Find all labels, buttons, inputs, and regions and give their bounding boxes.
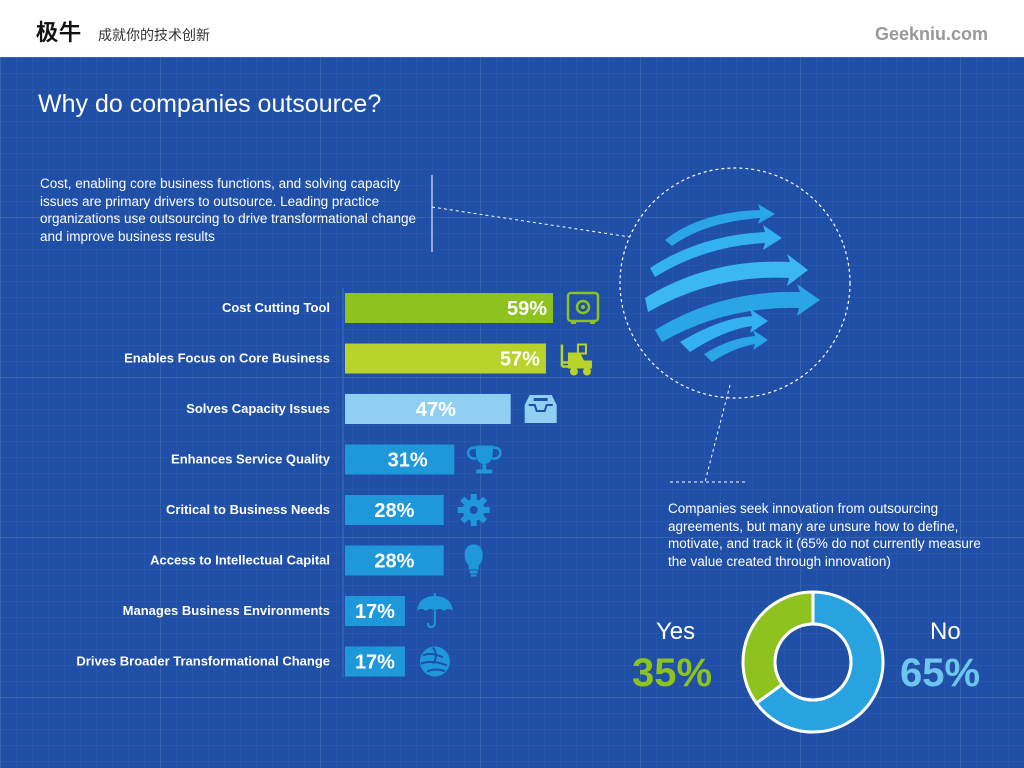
bar-category-label: Enables Focus on Core Business <box>124 351 330 366</box>
top-bar: 极牛 成就你的技术创新 Geekniu.com <box>0 0 1024 57</box>
no-value: 65% <box>900 651 981 695</box>
bar-value-label: 59% <box>507 298 547 320</box>
globe-circle <box>619 167 851 399</box>
bar-value-label: 28% <box>374 500 414 522</box>
site-link[interactable]: Geekniu.com <box>874 24 988 44</box>
trophy-icon <box>466 445 502 474</box>
donut-chart <box>741 590 885 734</box>
bar-value-label: 17% <box>355 601 395 623</box>
bar-category-label: Enhances Service Quality <box>171 452 331 467</box>
bar-category-label: Solves Capacity Issues <box>186 401 330 416</box>
bar <box>345 343 546 374</box>
no-label: No <box>930 618 961 645</box>
yes-label: Yes <box>656 618 696 645</box>
brand-slogan: 成就你的技术创新 <box>98 28 210 44</box>
connector-line-globe <box>431 206 631 238</box>
donut-hole <box>773 622 853 702</box>
globe-arrows-icon <box>645 204 820 362</box>
intro-text: Cost, enabling core business functions, … <box>40 176 416 244</box>
lightbulb-icon <box>464 544 483 577</box>
bar-category-label: Access to Intellectual Capital <box>150 553 330 568</box>
innovation-text: Companies seek innovation from outsourci… <box>668 501 981 569</box>
bar-category-label: Cost Cutting Tool <box>222 300 330 315</box>
bar <box>345 394 511 424</box>
bar-category-label: Critical to Business Needs <box>166 502 330 517</box>
bar <box>345 293 553 323</box>
inbox-tray-icon <box>524 395 557 423</box>
bar-value-label: 31% <box>388 450 428 472</box>
yes-value: 35% <box>632 651 713 695</box>
bar <box>345 646 405 677</box>
bar-chart: Cost Cutting Tool 59% Enables Focus on Cor… <box>76 291 600 677</box>
connector-line-lower <box>704 384 731 483</box>
bar-category-label: Drives Broader Transformational Change <box>76 654 330 669</box>
bar-value-label: 28% <box>374 551 414 573</box>
page-title: Why do companies outsource? <box>38 90 382 118</box>
bar-value-label: 17% <box>355 652 395 674</box>
safe-icon <box>566 291 600 324</box>
brand-logo: 极牛 <box>36 21 83 46</box>
bar <box>345 545 444 576</box>
gear-icon <box>457 494 490 526</box>
bar <box>345 495 444 525</box>
bar-value-label: 57% <box>500 349 540 371</box>
bar-value-label: 47% <box>416 399 456 421</box>
bar <box>345 444 455 475</box>
globe-icon <box>419 646 450 677</box>
bar-category-label: Manages Business Environments <box>123 603 330 618</box>
bar <box>345 596 405 626</box>
infographic-background <box>0 57 1024 768</box>
umbrella-icon <box>416 593 453 629</box>
forklift-icon <box>560 343 592 376</box>
